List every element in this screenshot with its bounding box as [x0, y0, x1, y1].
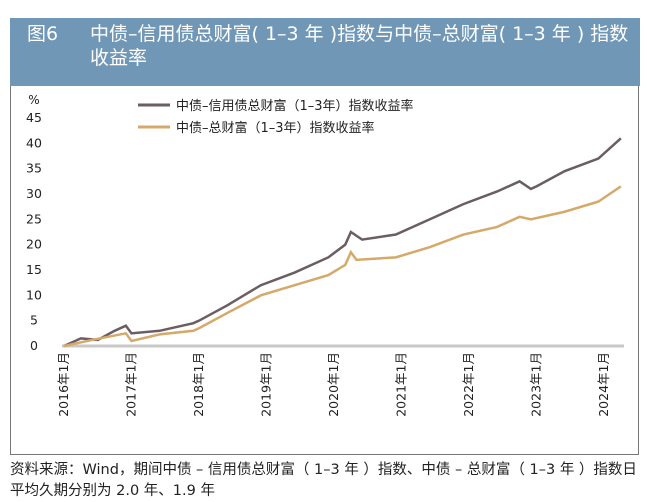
y-tick-label: 45 — [26, 110, 42, 125]
figure-number: 图6 — [27, 23, 59, 45]
y-tick-label: 0 — [30, 338, 38, 353]
y-tick-label: 20 — [26, 237, 42, 252]
y-axis-unit: % — [28, 93, 39, 107]
y-tick-label: 35 — [26, 161, 42, 176]
x-tick-label: 2022年1月 — [461, 352, 476, 417]
source-note: 资料来源：Wind，期间中债 – 信用债总财富（ 1–3 年 ）指数、中债 – … — [10, 462, 637, 499]
line-chart: % 0 5 10 15 20 25 30 35 40 45 2016年1月 2017年1月 2018年1月… — [26, 93, 624, 417]
chart-title: 中债–信用债总财富( 1–3 年 )指数与中债–总财富( 1–3 年 ) 指数收… — [90, 23, 629, 69]
chart-frame — [10, 86, 639, 455]
y-tick-label: 10 — [26, 287, 42, 302]
y-tick-label: 30 — [26, 186, 42, 201]
x-tick-label: 2021年1月 — [394, 352, 409, 417]
y-tick-label: 40 — [26, 135, 42, 150]
x-tick-label: 2016年1月 — [56, 352, 71, 417]
series-line-2 — [63, 185, 622, 348]
y-tick-label: 15 — [26, 262, 42, 277]
y-tick-label: 5 — [30, 313, 38, 328]
series-line-1 — [63, 137, 622, 348]
x-tick-label: 2020年1月 — [326, 352, 341, 417]
x-tick-label: 2019年1月 — [259, 352, 274, 417]
legend-label-2: 中债–总财富（1–3年）指数收益率 — [176, 120, 375, 136]
x-tick-label: 2024年1月 — [596, 352, 611, 417]
legend-label-1: 中债–信用债总财富（1–3年）指数收益率 — [176, 98, 414, 114]
x-tick-label: 2017年1月 — [124, 352, 139, 417]
x-tick-label: 2018年1月 — [191, 352, 206, 417]
y-tick-label: 25 — [26, 211, 42, 226]
x-tick-label: 2023年1月 — [529, 352, 544, 417]
chart-header: 图6 中债–信用债总财富( 1–3 年 )指数与中债–总财富( 1–3 年 ) … — [10, 18, 640, 86]
